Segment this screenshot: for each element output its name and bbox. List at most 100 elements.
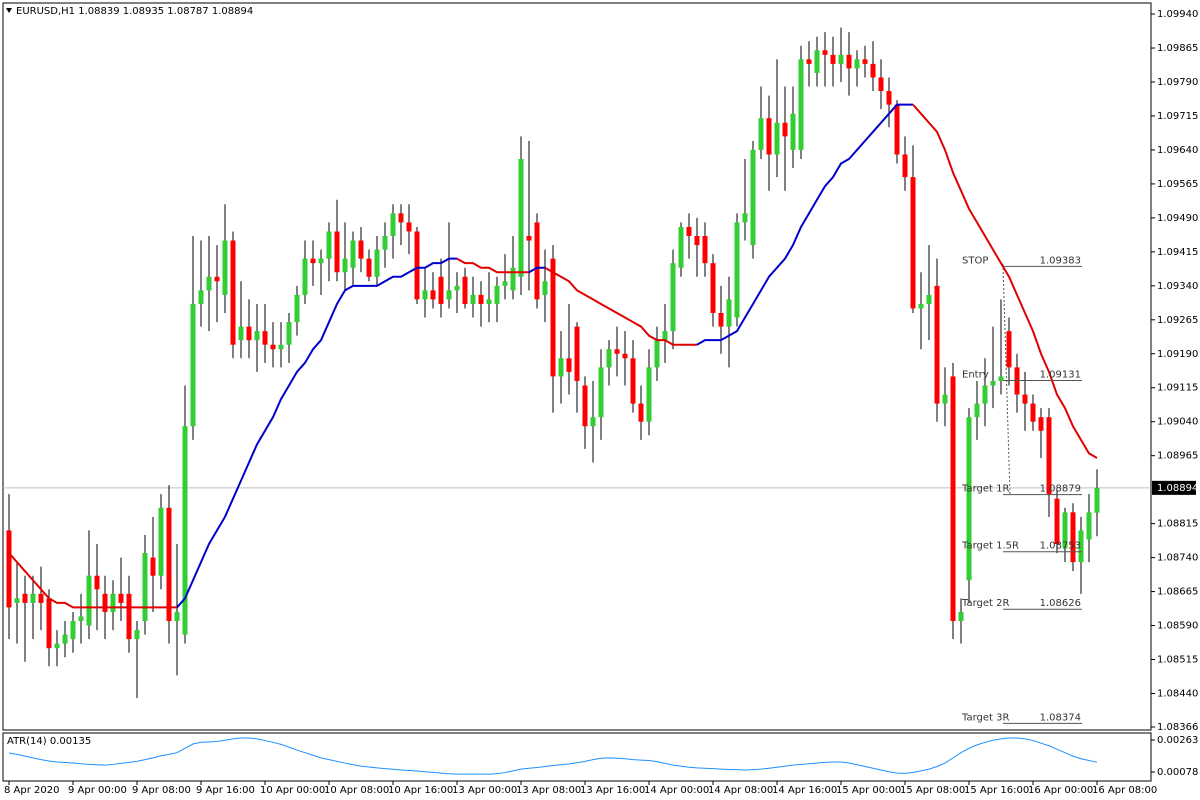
candle-body	[854, 59, 860, 69]
candle-body	[134, 630, 140, 640]
candle-body	[398, 213, 404, 223]
candle-body	[254, 331, 260, 341]
candle-body	[590, 417, 596, 427]
moving-average	[544, 266, 697, 346]
atr-title: ATR(14) 0.00135	[7, 736, 91, 747]
candle-body	[1038, 417, 1044, 431]
candle-body	[838, 54, 844, 64]
candle-body	[350, 240, 356, 268]
candle-body	[526, 236, 532, 241]
candle-body	[958, 611, 964, 622]
level-value: 1.08753	[1040, 541, 1081, 552]
y-tick-label: 1.09115	[1157, 383, 1198, 394]
candle-body	[670, 263, 676, 332]
candle-body	[494, 285, 500, 304]
candle-body	[830, 54, 836, 64]
candle-body	[910, 177, 916, 309]
moving-average	[696, 103, 913, 346]
moving-average	[8, 552, 177, 609]
candle-body	[934, 285, 940, 404]
candle-body	[366, 258, 372, 277]
candle-body	[782, 122, 788, 137]
candle-body	[686, 226, 692, 237]
x-tick-label: 15 Apr 00:00	[836, 785, 901, 796]
candle-body	[94, 575, 100, 590]
y-tick-label: 1.09865	[1157, 43, 1198, 54]
candle-body	[574, 326, 580, 381]
ohlc-high: 1.08935	[123, 6, 164, 17]
candle-body	[46, 598, 52, 649]
candle-body	[326, 231, 332, 259]
level-value: 1.08374	[1040, 712, 1081, 723]
y-tick-label: 1.09565	[1157, 179, 1198, 190]
candle-body	[262, 331, 268, 345]
candle-body	[318, 258, 324, 264]
candle-body	[14, 598, 20, 603]
candle-body	[62, 634, 68, 644]
y-tick-label: 1.08515	[1157, 655, 1198, 666]
x-tick-label: 10 Apr 16:00	[388, 785, 453, 796]
candle-body	[30, 593, 36, 603]
candle-body	[582, 385, 588, 427]
candle-body	[606, 349, 612, 368]
candle-body	[654, 340, 660, 368]
candle-body	[646, 367, 652, 422]
level-label: Target 1R	[961, 484, 1009, 495]
candle-body	[742, 213, 748, 223]
candle-body	[1030, 403, 1036, 422]
candle-body	[1070, 512, 1076, 563]
y-tick-label: 1.08665	[1157, 587, 1198, 598]
candle-body	[790, 113, 796, 150]
moving-average	[176, 257, 457, 609]
atr-line	[8, 737, 1098, 775]
candle-body	[54, 643, 60, 649]
y-tick-label: 1.08965	[1157, 451, 1198, 462]
candle-body	[438, 276, 444, 304]
candle-body	[414, 231, 420, 300]
price-label-bg	[1152, 480, 1196, 495]
candle-body	[478, 294, 484, 304]
candle-body	[1086, 512, 1092, 540]
candle-body	[470, 294, 476, 304]
price-label: 1.08894	[1157, 483, 1198, 494]
candle-body	[38, 593, 44, 603]
y-tick-label: 1.09640	[1157, 145, 1198, 156]
candle-body	[694, 236, 700, 246]
candle-body	[534, 222, 540, 300]
x-tick-label: 14 Apr 08:00	[708, 785, 773, 796]
candle-body	[662, 331, 668, 341]
candle-body	[110, 593, 116, 612]
candle-body	[454, 285, 460, 291]
candle-body	[998, 376, 1004, 381]
candle-body	[342, 258, 348, 273]
candle-body	[710, 263, 716, 314]
x-tick-label: 9 Apr 08:00	[132, 785, 191, 796]
level-value: 1.08879	[1040, 484, 1081, 495]
candle-body	[334, 231, 340, 273]
x-tick-label: 15 Apr 16:00	[964, 785, 1029, 796]
candle-body	[638, 403, 644, 422]
level-value: 1.09131	[1040, 369, 1081, 380]
x-tick-label: 16 Apr 08:00	[1092, 785, 1157, 796]
candle-body	[294, 294, 300, 323]
y-tick-label: 1.09940	[1157, 9, 1198, 20]
candle-body	[150, 557, 156, 576]
y-tick-label: 1.09040	[1157, 417, 1198, 428]
candle-body	[22, 593, 28, 603]
candle-body	[726, 299, 732, 327]
candle-body	[222, 240, 228, 295]
x-tick-label: 8 Apr 2020	[4, 785, 59, 796]
candle-body	[718, 313, 724, 327]
candle-body	[430, 290, 436, 300]
ohlc-low: 1.08787	[167, 6, 208, 17]
candle-body	[702, 236, 708, 264]
candle-body	[190, 303, 196, 427]
candle-body	[1022, 394, 1028, 404]
x-tick-label: 9 Apr 16:00	[196, 785, 255, 796]
chart-title: EURUSD,H1 1.08839 1.08935 1.08787 1.0889…	[16, 6, 253, 17]
candle-body	[1062, 512, 1068, 549]
x-tick-label: 14 Apr 16:00	[772, 785, 837, 796]
trade-connector	[1002, 263, 1011, 496]
candle-body	[758, 118, 764, 150]
